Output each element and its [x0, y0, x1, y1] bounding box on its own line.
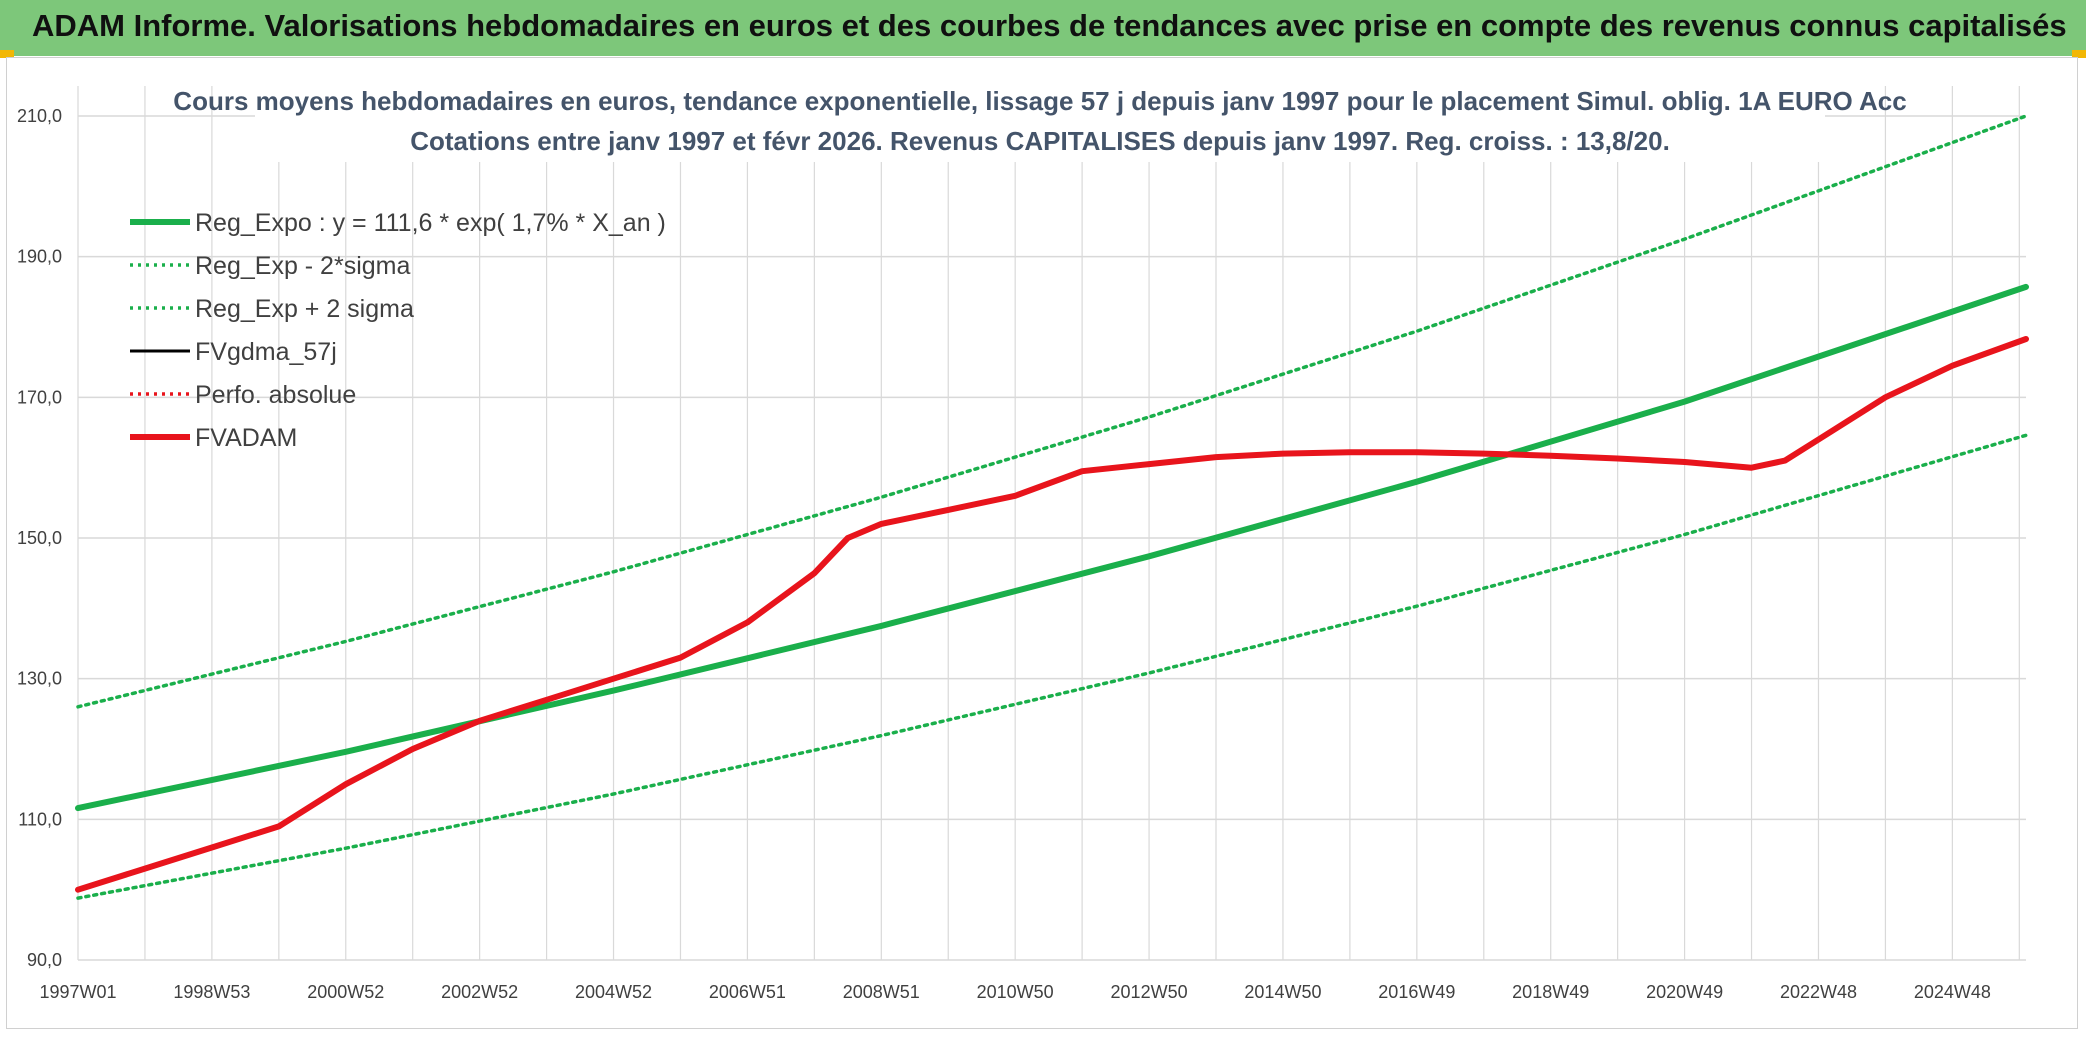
series-line-1 — [76, 433, 2028, 900]
legend-label-5: FVADAM — [195, 424, 297, 452]
legend-label-4: Perfo. absolue — [195, 381, 356, 409]
series-line-2 — [76, 114, 2028, 709]
x-tick-label-8: 2012W50 — [1111, 982, 1188, 1002]
y-tick-label-5: 190,0 — [17, 247, 62, 267]
x-tick-label-10: 2016W49 — [1378, 982, 1455, 1002]
grid-lines — [77, 86, 2026, 961]
x-tick-label-3: 2002W52 — [441, 982, 518, 1002]
x-tick-label-11: 2018W49 — [1512, 982, 1589, 1002]
corner-marker-right — [2072, 50, 2086, 58]
x-tick-label-6: 2008W51 — [843, 982, 920, 1002]
corner-marker-left — [0, 50, 14, 58]
legend-label-2: Reg_Exp + 2 sigma — [195, 295, 414, 323]
x-axis-ticks: 1997W01 1998W53 2000W52 2002W52 2004W52 2006W… — [39, 982, 1990, 1002]
legend-label-0: Reg_Expo : y = 111,6 * exp( 1,7% * X_an … — [195, 209, 666, 237]
x-tick-label-0: 1997W01 — [39, 982, 116, 1002]
x-tick-label-14: 2024W48 — [1914, 982, 1991, 1002]
y-axis-ticks: 90,0 110,0 130,0 150,0 170,0 190,0 210,0 — [17, 106, 62, 970]
chart-title: Cours moyens hebdomadaires en euros, ten… — [173, 86, 1906, 116]
y-tick-label-0: 90,0 — [27, 950, 62, 970]
chart-frame — [6, 57, 2078, 1029]
x-tick-label-1: 1998W53 — [173, 982, 250, 1002]
legend-label-1: Reg_Exp - 2*sigma — [195, 252, 410, 280]
x-tick-label-7: 2010W50 — [977, 982, 1054, 1002]
title-backdrop — [255, 82, 1825, 162]
y-tick-label-4: 170,0 — [17, 387, 62, 407]
x-tick-label-13: 2022W48 — [1780, 982, 1857, 1002]
legend-label-3: FVgdma_57j — [195, 338, 337, 366]
chart-subtitle: Cotations entre janv 1997 et févr 2026. … — [410, 126, 1670, 156]
y-tick-label-3: 150,0 — [17, 528, 62, 548]
x-tick-label-12: 2020W49 — [1646, 982, 1723, 1002]
legend: Reg_Expo : y = 111,6 * exp( 1,7% * X_an … — [130, 209, 666, 452]
x-tick-label-5: 2006W51 — [709, 982, 786, 1002]
x-tick-label-2: 2000W52 — [307, 982, 384, 1002]
series-line-0 — [75, 283, 2029, 812]
header-banner: ADAM Informe. Valorisations hebdomadaire… — [0, 0, 2086, 56]
x-tick-label-4: 2004W52 — [575, 982, 652, 1002]
y-tick-label-1: 110,0 — [18, 809, 62, 829]
series-layer — [75, 114, 2029, 900]
x-tick-label-9: 2014W50 — [1244, 982, 1321, 1002]
y-tick-label-2: 130,0 — [17, 669, 62, 689]
series-line-5 — [75, 336, 2029, 893]
y-tick-label-6: 210,0 — [17, 106, 62, 126]
banner-title: ADAM Informe. Valorisations hebdomadaire… — [32, 8, 2067, 43]
